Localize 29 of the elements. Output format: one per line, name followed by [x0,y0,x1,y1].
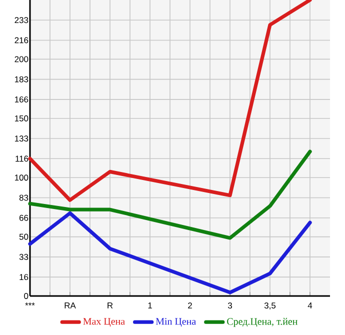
y-tick-label: 33 [19,254,28,260]
x-tick-label: 3 [228,302,232,309]
x-tick-label: 1 [148,302,152,308]
y-tick-label: 200 [14,56,28,62]
legend-label: Max Цена [83,318,125,327]
y-tick-label: 0 [24,293,28,299]
x-tick-label: *** [25,302,35,306]
y-tick-label: 100 [14,174,28,181]
y-tick-label: 150 [14,115,28,122]
y-tick-label: 216 [14,37,28,44]
line-series [28,0,312,202]
legend-label: Min Цена [156,318,196,327]
y-tick-label: 133 [14,136,28,142]
y-tick-label: 183 [14,76,28,82]
line-series [28,150,312,240]
x-tick-label: 3,5 [264,302,276,310]
y-tick-label: 83 [19,194,28,201]
y-tick-label: 50 [19,234,28,240]
x-tick-label: R [108,302,113,308]
y-tick-label: 116 [16,156,28,162]
y-tick-label: 233 [14,17,28,24]
y-tick-label: 66 [20,214,28,221]
y-tick-label: 166 [14,96,28,102]
y-tick-label: 16 [20,274,28,280]
legend-label: Сред.Цена, т.йен [227,318,298,327]
line-series [28,211,312,294]
x-tick-label: RA [64,302,76,308]
x-tick-label: 4 [308,302,312,308]
x-tick-label: 2 [188,302,192,308]
